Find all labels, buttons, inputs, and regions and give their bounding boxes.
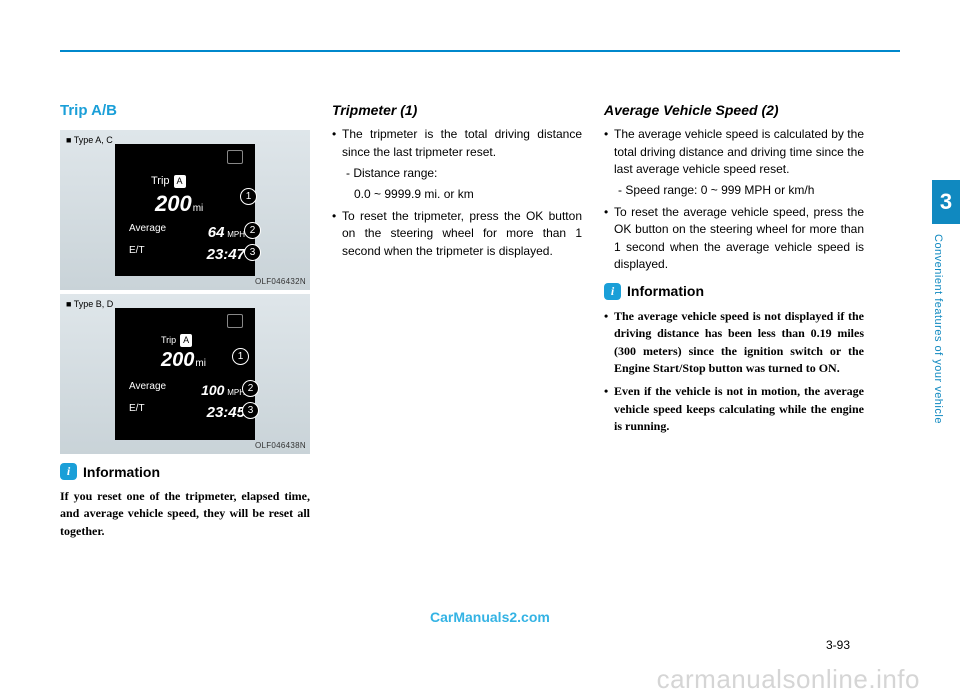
info-title: Information: [627, 281, 704, 301]
avg-value: 100: [201, 382, 224, 398]
section-heading: Trip A/B: [60, 100, 310, 122]
bullet-dot: •: [604, 126, 614, 178]
et-row: E/T 23:47: [129, 244, 245, 266]
chapter-label: Convenient features of your vehicle: [932, 234, 944, 504]
fuel-icon: [227, 314, 243, 328]
bullet-item: • To reset the average vehicle speed, pr…: [604, 204, 864, 274]
bullet-dot: •: [604, 204, 614, 274]
bullet-item: • The average vehicle speed is calculate…: [604, 126, 864, 178]
lcd-display: Trip A 200mi Average 64 MPH E/T 23:47 1: [115, 144, 255, 276]
avg-value: 64: [208, 224, 225, 241]
column-1: Trip A/B ■ Type A, C Trip A 200mi Averag…: [60, 100, 310, 540]
average-row: Average 64 MPH: [129, 222, 245, 244]
bullet-dot: •: [604, 308, 614, 378]
lcd-display: Trip A 200mi Average 100 MPH E/T 23:45 1: [115, 308, 255, 440]
cluster-screenshot-type-bd: ■ Type B, D Trip A 200mi Average 100 MPH: [60, 294, 310, 454]
image-code: OLF046438N: [255, 440, 306, 452]
tripmeter-heading: Tripmeter (1): [332, 100, 582, 120]
callout-3: 3: [242, 402, 259, 419]
bullet-item: • To reset the tripmeter, press the OK b…: [332, 208, 582, 260]
screenshot-type-label: ■ Type B, D: [66, 298, 113, 311]
avg-label: Average: [129, 222, 166, 244]
top-rule: [60, 50, 900, 52]
callout-2: 2: [244, 222, 261, 239]
bullet-text: To reset the average vehicle speed, pres…: [614, 204, 864, 274]
column-3: Average Vehicle Speed (2) • The average …: [604, 100, 864, 540]
distance-unit: mi: [193, 203, 204, 214]
avg-speed-heading: Average Vehicle Speed (2): [604, 100, 864, 120]
callout-1: 1: [232, 348, 249, 365]
bullet-dot: •: [332, 208, 342, 260]
et-row: E/T 23:45: [129, 402, 245, 424]
bullet-text: The tripmeter is the total driving dista…: [342, 126, 582, 161]
info-bullet-text: The average vehicle speed is not display…: [614, 308, 864, 378]
callout-1: 1: [240, 188, 257, 205]
bullet-text: To reset the tripmeter, press the OK but…: [342, 208, 582, 260]
chapter-tab: 3 Convenient features of your vehicle: [932, 180, 960, 510]
avg-unit: MPH: [227, 230, 245, 239]
info-icon: i: [604, 283, 621, 300]
average-row: Average 100 MPH: [129, 380, 245, 401]
distance-unit: mi: [195, 358, 206, 369]
content-columns: Trip A/B ■ Type A, C Trip A 200mi Averag…: [60, 100, 900, 540]
watermark: carmanualsonline.info: [657, 664, 920, 695]
et-label: E/T: [129, 402, 145, 424]
column-2: Tripmeter (1) • The tripmeter is the tot…: [332, 100, 582, 540]
info-body: If you reset one of the tripmeter, elaps…: [60, 488, 310, 540]
avg-label: Average: [129, 380, 166, 401]
info-bullet: • The average vehicle speed is not displ…: [604, 308, 864, 378]
manual-page: Trip A/B ■ Type A, C Trip A 200mi Averag…: [60, 50, 900, 670]
bullet-dot: •: [604, 383, 614, 435]
brand-link[interactable]: CarManuals2.com: [430, 609, 550, 625]
sub-line: - Speed range: 0 ~ 999 MPH or km/h: [618, 182, 864, 199]
callout-3: 3: [244, 244, 261, 261]
fuel-icon: [227, 150, 243, 164]
bullet-item: • The tripmeter is the total driving dis…: [332, 126, 582, 161]
chapter-number: 3: [932, 180, 960, 224]
info-bullet: • Even if the vehicle is not in motion, …: [604, 383, 864, 435]
cluster-screenshot-type-ac: ■ Type A, C Trip A 200mi Average 64 MPH: [60, 130, 310, 290]
page-number: 3-93: [826, 638, 850, 652]
bullet-dot: •: [332, 126, 342, 161]
information-heading: i Information: [60, 462, 310, 482]
distance-value: 200: [155, 191, 192, 216]
screenshot-type-label: ■ Type A, C: [66, 134, 113, 147]
info-title: Information: [83, 462, 160, 482]
info-bullet-text: Even if the vehicle is not in motion, th…: [614, 383, 864, 435]
image-code: OLF046432N: [255, 276, 306, 288]
et-value: 23:47: [207, 244, 245, 266]
info-icon: i: [60, 463, 77, 480]
et-label: E/T: [129, 244, 145, 266]
callout-2: 2: [242, 380, 259, 397]
bullet-text: The average vehicle speed is calculated …: [614, 126, 864, 178]
trip-distance: 200mi: [161, 346, 206, 375]
information-heading: i Information: [604, 281, 864, 301]
trip-badge: A: [174, 175, 186, 188]
distance-value: 200: [161, 349, 194, 371]
sub-line: - Distance range:: [346, 165, 582, 182]
et-value: 23:45: [207, 402, 245, 424]
trip-distance: 200mi: [155, 188, 203, 220]
sub-line: 0.0 ~ 9999.9 mi. or km: [354, 186, 582, 203]
